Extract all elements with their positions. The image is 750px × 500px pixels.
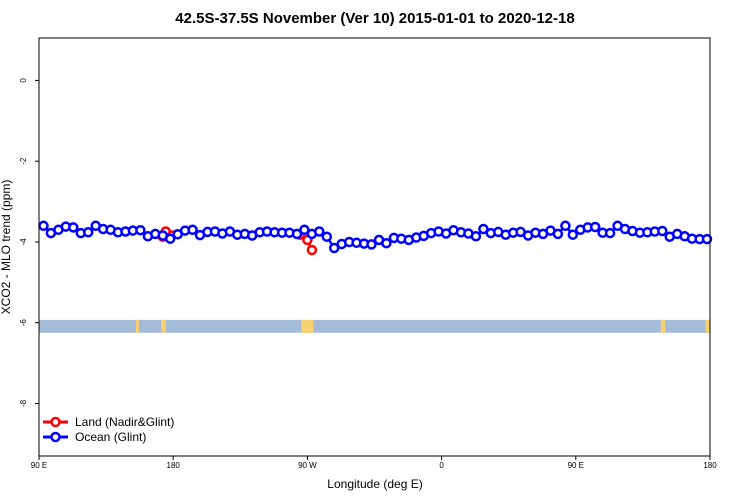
surface-band <box>39 319 710 333</box>
data-point <box>291 228 303 240</box>
data-point <box>366 239 377 250</box>
y-tick-label: -2 <box>19 157 28 165</box>
x-tick-label: 90 W <box>298 461 317 470</box>
x-tick-label: 90 E <box>31 461 47 470</box>
legend-marker-ocean <box>50 431 61 443</box>
plot-frame <box>38 37 711 457</box>
land-band-patch <box>135 319 139 333</box>
legend-label-land: Land (Nadir&Glint) <box>75 415 174 429</box>
data-point <box>552 228 564 240</box>
x-tick-label: 180 <box>703 461 717 470</box>
data-point <box>328 242 340 254</box>
ocean-band <box>39 319 710 333</box>
data-point <box>135 224 146 236</box>
data-point <box>478 223 489 235</box>
data-point <box>604 227 616 239</box>
land-band-patch <box>660 319 666 333</box>
x-tick-label: 0 <box>439 461 444 470</box>
chart-title: 42.5S-37.5S November (Ver 10) 2015-01-01… <box>175 10 575 27</box>
y-axis: 0 -2 -4 -6 -8 <box>19 78 39 407</box>
data-point <box>701 233 713 245</box>
x-tick-label: 180 <box>167 461 181 470</box>
x-axis-label: Longitude (deg E) <box>327 477 422 491</box>
series-layer <box>38 220 713 256</box>
data-point <box>187 224 198 236</box>
data-point <box>38 220 49 232</box>
data-point <box>299 224 310 236</box>
data-point <box>657 225 668 237</box>
legend: Land (Nadir&Glint) Ocean (Glint) <box>43 415 174 444</box>
y-tick-label: -4 <box>19 238 28 246</box>
data-point <box>82 227 94 238</box>
data-point <box>314 226 325 237</box>
data-point <box>68 222 79 233</box>
y-tick-label: -8 <box>19 399 28 407</box>
y-axis-label: XCO2 - MLO trend (ppm) <box>0 180 13 315</box>
y-tick-label: -6 <box>19 319 28 327</box>
data-point <box>470 231 482 242</box>
land-band-patch <box>705 319 710 333</box>
x-axis: 90 E 180 90 W 0 90 E 180 <box>31 456 717 470</box>
y-tick-label: 0 <box>19 78 28 83</box>
land-band-patch <box>161 319 166 333</box>
data-point <box>381 237 392 249</box>
data-point <box>306 244 318 256</box>
data-point <box>164 233 176 244</box>
data-point <box>560 220 571 232</box>
legend-marker-land <box>50 416 61 428</box>
x-tick-label: 90 E <box>568 461 584 470</box>
data-point <box>567 229 579 240</box>
data-point <box>321 231 333 242</box>
land-band-patch <box>301 319 314 333</box>
data-point <box>589 221 601 233</box>
legend-label-ocean: Ocean (Glint) <box>75 430 146 444</box>
